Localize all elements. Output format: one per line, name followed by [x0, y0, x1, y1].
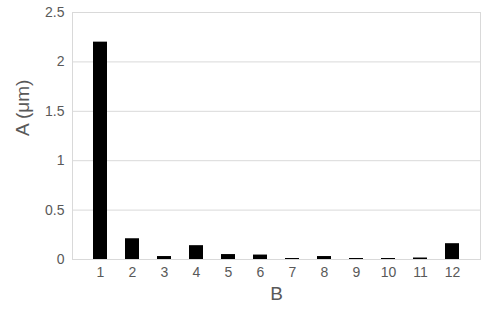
svg-text:10: 10 [381, 264, 397, 280]
svg-text:A (μm): A (μm) [12, 80, 33, 136]
svg-text:6: 6 [257, 264, 265, 280]
svg-text:5: 5 [225, 264, 233, 280]
svg-text:0.5: 0.5 [45, 202, 65, 218]
svg-text:3: 3 [161, 264, 169, 280]
svg-text:B: B [270, 283, 283, 304]
svg-text:2: 2 [57, 53, 65, 69]
svg-text:8: 8 [321, 264, 329, 280]
svg-text:2.5: 2.5 [45, 4, 65, 20]
svg-text:2: 2 [129, 264, 137, 280]
svg-text:0: 0 [57, 251, 65, 267]
svg-text:7: 7 [289, 264, 297, 280]
svg-text:1: 1 [57, 152, 65, 168]
svg-text:1: 1 [97, 264, 105, 280]
svg-text:9: 9 [353, 264, 361, 280]
svg-text:1.5: 1.5 [45, 103, 65, 119]
svg-text:11: 11 [413, 264, 428, 280]
svg-text:4: 4 [193, 264, 201, 280]
svg-text:12: 12 [445, 264, 461, 280]
